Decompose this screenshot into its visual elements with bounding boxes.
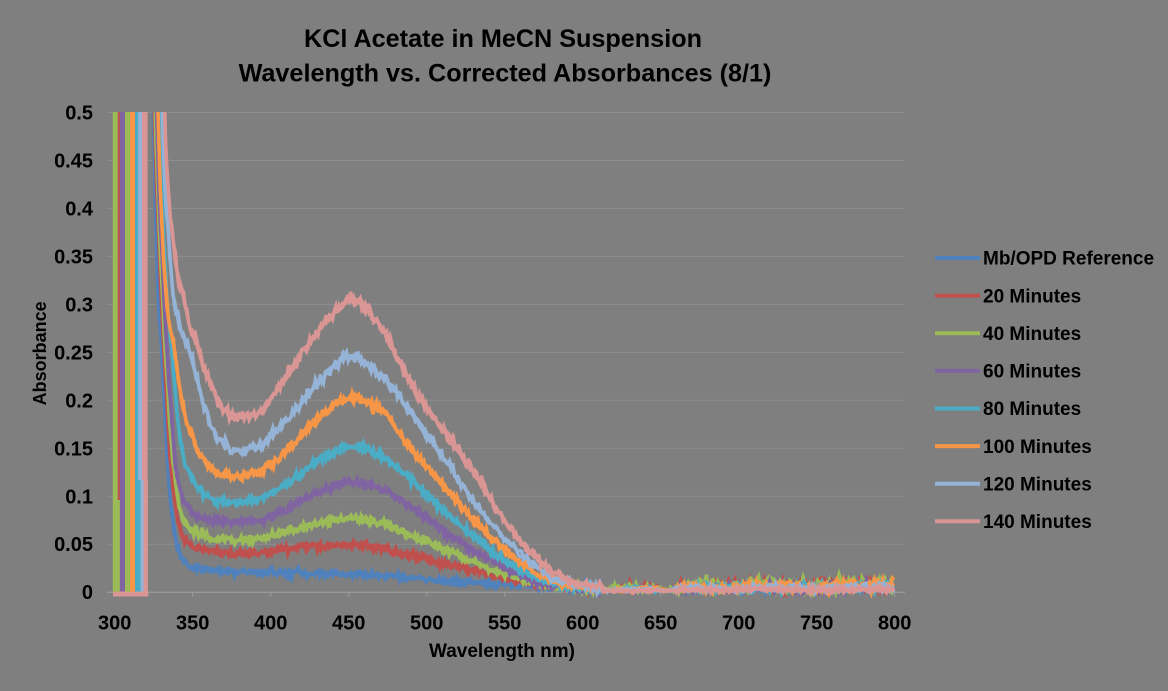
svg-text:0.2: 0.2 (65, 390, 93, 412)
svg-text:Absorbance: Absorbance (30, 301, 50, 405)
svg-text:20 Minutes: 20 Minutes (983, 286, 1081, 307)
svg-text:Wavelength vs. Corrected Absor: Wavelength vs. Corrected Absorbances (8/… (239, 60, 772, 88)
svg-text:140 Minutes: 140 Minutes (983, 512, 1092, 533)
svg-text:KCl Acetate in MeCN Suspension: KCl Acetate in MeCN Suspension (304, 25, 702, 53)
svg-text:400: 400 (254, 613, 287, 635)
svg-text:800: 800 (878, 613, 911, 635)
svg-text:Wavelength nm): Wavelength nm) (429, 641, 575, 662)
svg-text:550: 550 (488, 613, 521, 635)
svg-text:600: 600 (566, 613, 599, 635)
svg-text:100 Minutes: 100 Minutes (983, 437, 1092, 458)
svg-text:450: 450 (332, 613, 365, 635)
svg-text:60 Minutes: 60 Minutes (983, 362, 1081, 383)
svg-text:300: 300 (98, 613, 131, 635)
svg-text:0.3: 0.3 (65, 294, 93, 316)
svg-text:120 Minutes: 120 Minutes (983, 474, 1092, 495)
svg-text:650: 650 (644, 613, 677, 635)
svg-text:80 Minutes: 80 Minutes (983, 399, 1081, 420)
svg-text:0.4: 0.4 (65, 198, 94, 220)
svg-text:0.5: 0.5 (65, 103, 93, 125)
svg-text:0.15: 0.15 (54, 438, 93, 460)
svg-text:0.45: 0.45 (54, 151, 93, 173)
svg-text:500: 500 (410, 613, 443, 635)
svg-text:0.05: 0.05 (54, 534, 93, 556)
svg-text:700: 700 (722, 613, 755, 635)
svg-text:750: 750 (800, 613, 833, 635)
svg-text:Mb/OPD Reference: Mb/OPD Reference (983, 249, 1154, 270)
svg-text:0.1: 0.1 (65, 486, 93, 508)
svg-text:0.25: 0.25 (54, 342, 93, 364)
svg-text:0.35: 0.35 (54, 246, 93, 268)
svg-text:350: 350 (176, 613, 209, 635)
svg-text:0: 0 (82, 582, 93, 604)
svg-text:40 Minutes: 40 Minutes (983, 324, 1081, 345)
